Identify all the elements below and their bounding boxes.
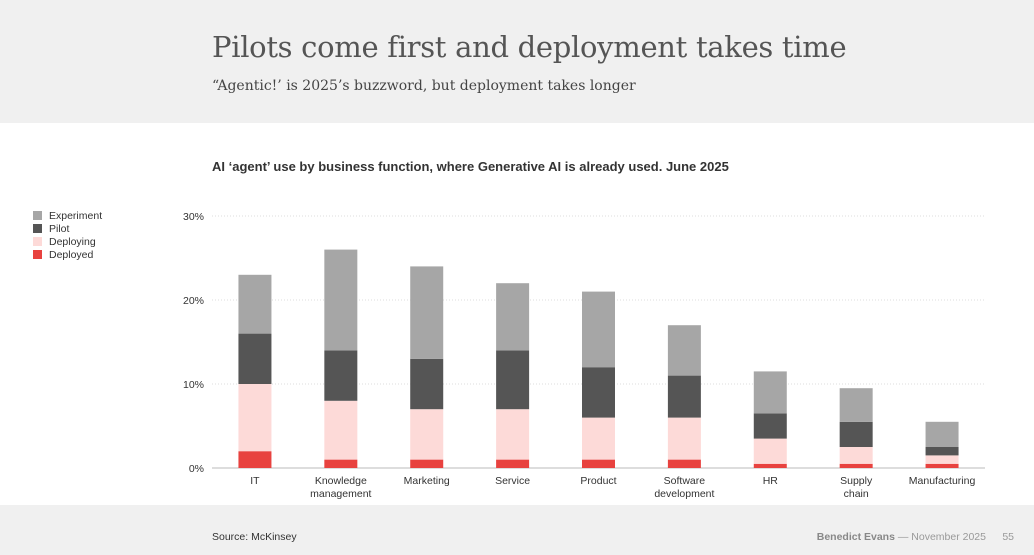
separator: —	[897, 531, 909, 543]
page-number: 55	[1002, 531, 1014, 543]
bar-pilot	[410, 358, 444, 410]
chart-legend: Experiment Pilot Deploying Deployed	[33, 209, 102, 261]
date: November 2025	[911, 531, 986, 543]
legend-item: Pilot	[33, 222, 102, 235]
legend-swatch	[33, 224, 42, 233]
footer-band	[0, 505, 1034, 555]
bar-deploying	[238, 384, 272, 452]
y-tick-label: 20%	[183, 295, 204, 307]
bar-deployed	[324, 459, 358, 468]
x-tick-label: Knowledge	[315, 475, 367, 487]
bar-pilot	[324, 350, 358, 401]
bar-deploying	[324, 400, 358, 460]
legend-label: Pilot	[49, 222, 70, 235]
bar-deploying	[667, 417, 701, 460]
y-tick-label: 10%	[183, 379, 204, 391]
bar-experiment	[753, 371, 787, 414]
x-tick-label: Service	[495, 475, 530, 487]
bar-experiment	[667, 325, 701, 376]
legend-swatch	[33, 237, 42, 246]
chart-title: AI ‘agent’ use by business function, whe…	[212, 159, 729, 174]
bar-experiment	[839, 388, 873, 422]
x-tick-label: Marketing	[404, 475, 450, 487]
bar-pilot	[582, 367, 615, 418]
bar-deployed	[410, 459, 444, 468]
bar-deployed	[238, 451, 272, 468]
bar-deployed	[839, 463, 873, 468]
legend-label: Deployed	[49, 248, 94, 261]
bar-deployed	[753, 463, 787, 468]
page-title: Pilots come first and deployment takes t…	[212, 30, 847, 64]
bar-pilot	[753, 413, 787, 439]
bar-pilot	[238, 333, 272, 384]
x-tick-label: development	[654, 488, 714, 500]
bar-deployed	[667, 459, 701, 468]
bar-experiment	[238, 274, 272, 334]
bar-deployed	[582, 459, 615, 468]
legend-item: Deploying	[33, 235, 102, 248]
bar-experiment	[582, 291, 615, 368]
bar-deploying	[839, 447, 873, 464]
bar-deploying	[753, 438, 787, 464]
legend-swatch	[33, 250, 42, 259]
bar-experiment	[410, 266, 444, 359]
header-band	[0, 0, 1034, 123]
x-tick-label: HR	[763, 475, 779, 487]
bar-deploying	[496, 409, 530, 460]
x-tick-label: Software	[664, 475, 706, 487]
x-tick-label: Supply	[840, 475, 873, 487]
x-tick-label: chain	[844, 488, 869, 500]
legend-label: Deploying	[49, 235, 96, 248]
bar-deploying	[582, 417, 615, 460]
bar-pilot	[839, 421, 873, 447]
x-tick-label: Product	[580, 475, 616, 487]
y-tick-label: 0%	[189, 463, 204, 475]
legend-label: Experiment	[49, 209, 103, 222]
bar-experiment	[324, 249, 358, 351]
page-subtitle: “Agentic!’ is 2025’s buzzword, but deplo…	[212, 78, 636, 94]
bar-pilot	[496, 350, 530, 410]
legend-item: Experiment	[33, 209, 102, 222]
bar-pilot	[925, 447, 959, 456]
bar-deployed	[496, 459, 530, 468]
x-tick-label: Manufacturing	[909, 475, 976, 487]
bar-experiment	[925, 421, 959, 447]
bar-deploying	[925, 455, 959, 464]
author: Benedict Evans	[816, 531, 895, 543]
x-tick-label: management	[310, 488, 371, 500]
credit: Benedict Evans — November 2025	[817, 531, 986, 543]
legend-swatch	[33, 211, 42, 220]
x-tick-label: IT	[250, 475, 260, 487]
y-tick-label: 30%	[183, 211, 204, 223]
source-note: Source: McKinsey	[212, 531, 297, 543]
bar-deployed	[925, 463, 959, 468]
bar-experiment	[496, 283, 530, 351]
bar-pilot	[667, 375, 701, 418]
bar-deploying	[410, 409, 444, 460]
legend-item: Deployed	[33, 248, 102, 261]
